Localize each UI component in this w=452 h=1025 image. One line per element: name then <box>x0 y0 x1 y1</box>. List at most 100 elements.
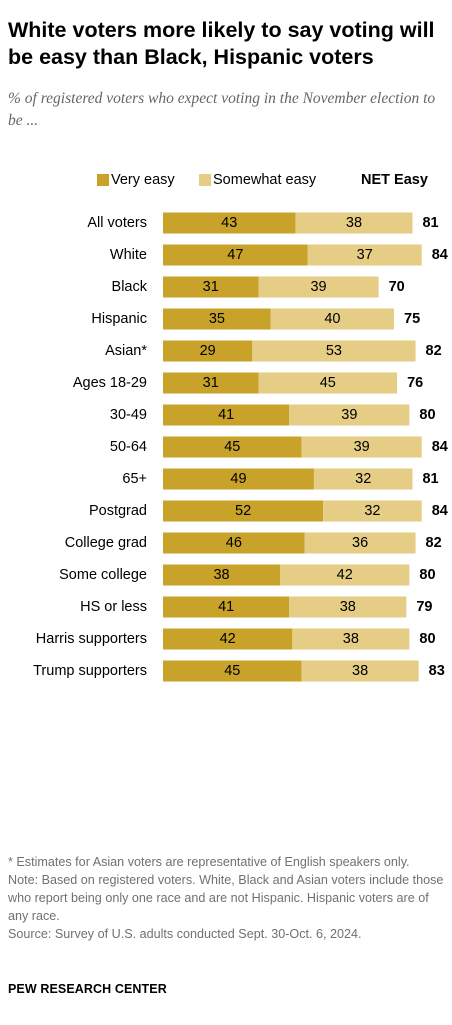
data-label-net-easy: 80 <box>419 631 435 647</box>
legend-label-net-easy: NET Easy <box>361 172 428 188</box>
bar-somewhat-easy <box>323 500 422 522</box>
category-label: Hispanic <box>91 311 147 327</box>
data-label-somewhat-easy: 53 <box>326 343 342 359</box>
data-label-net-easy: 84 <box>432 439 448 455</box>
data-label-very-easy: 38 <box>213 567 229 583</box>
data-label-somewhat-easy: 32 <box>364 503 380 519</box>
bar-somewhat-easy <box>307 244 422 266</box>
data-label-net-easy: 75 <box>404 311 420 327</box>
bar-very-easy <box>163 212 296 234</box>
category-label: Some college <box>59 567 147 583</box>
legend-label-somewhat-easy: Somewhat easy <box>213 172 317 188</box>
data-label-very-easy: 43 <box>221 215 237 231</box>
category-label: College grad <box>65 535 147 551</box>
category-label: Harris supporters <box>36 631 147 647</box>
bar-somewhat-easy <box>292 628 410 650</box>
chart-subtitle: % of registered voters who expect voting… <box>8 90 436 129</box>
data-label-somewhat-easy: 36 <box>352 535 368 551</box>
bar-very-easy <box>163 532 305 554</box>
data-label-net-easy: 81 <box>422 471 438 487</box>
bar-very-easy <box>163 660 302 682</box>
chart-title: White voters more likely to say voting w… <box>8 18 435 69</box>
category-label: Postgrad <box>89 503 147 519</box>
bar-somewhat-easy <box>304 532 416 554</box>
category-label: White <box>110 247 147 263</box>
data-label-somewhat-easy: 37 <box>357 247 373 263</box>
bar-somewhat-easy <box>301 436 422 458</box>
data-label-net-easy: 79 <box>416 599 432 615</box>
chart-notes: * Estimates for Asian voters are represe… <box>8 853 448 943</box>
bar-somewhat-easy <box>280 564 410 586</box>
bar-very-easy <box>163 596 290 618</box>
data-label-somewhat-easy: 40 <box>324 311 340 327</box>
asian-footnote: * Estimates for Asian voters are represe… <box>8 855 410 869</box>
category-label: Black <box>112 279 148 295</box>
bar-very-easy <box>163 564 281 586</box>
data-label-net-easy: 80 <box>419 407 435 423</box>
bar-very-easy <box>163 340 253 362</box>
legend-swatch-somewhat-easy <box>199 174 211 186</box>
data-label-very-easy: 41 <box>218 407 234 423</box>
bar-very-easy <box>163 468 314 490</box>
category-label: Asian* <box>105 343 147 359</box>
category-label: Ages 18-29 <box>73 375 147 391</box>
methodology-note: Note: Based on registered voters. White,… <box>8 873 444 923</box>
data-label-somewhat-easy: 32 <box>355 471 371 487</box>
data-label-net-easy: 83 <box>429 663 445 679</box>
data-label-net-easy: 70 <box>389 279 405 295</box>
category-label: Trump supporters <box>33 663 147 679</box>
data-label-somewhat-easy: 39 <box>310 279 326 295</box>
stacked-bar-chart: Very easy Somewhat easy NET Easy All voters… <box>33 172 448 682</box>
category-label: 50-64 <box>110 439 147 455</box>
data-label-net-easy: 84 <box>432 247 448 263</box>
data-label-net-easy: 76 <box>407 375 423 391</box>
data-label-somewhat-easy: 39 <box>341 407 357 423</box>
bar-very-easy <box>163 308 271 330</box>
bar-very-easy <box>163 500 324 522</box>
data-label-somewhat-easy: 38 <box>346 215 362 231</box>
data-label-net-easy: 81 <box>422 215 438 231</box>
bar-somewhat-easy <box>289 404 410 426</box>
bar-somewhat-easy <box>258 372 398 394</box>
data-label-net-easy: 82 <box>426 343 442 359</box>
bar-somewhat-easy <box>313 468 413 490</box>
source-organization: PEW RESEARCH CENTER <box>8 982 167 996</box>
data-label-very-easy: 29 <box>200 343 216 359</box>
data-label-somewhat-easy: 42 <box>337 567 353 583</box>
legend-swatch-very-easy <box>97 174 109 186</box>
data-label-very-easy: 52 <box>235 503 251 519</box>
bar-very-easy <box>163 436 302 458</box>
data-label-very-easy: 42 <box>220 631 236 647</box>
data-label-somewhat-easy: 38 <box>352 663 368 679</box>
bar-somewhat-easy <box>252 340 416 362</box>
data-label-somewhat-easy: 38 <box>340 599 356 615</box>
bar-somewhat-easy <box>258 276 379 298</box>
data-label-somewhat-easy: 45 <box>320 375 336 391</box>
legend-label-very-easy: Very easy <box>111 172 175 188</box>
data-label-very-easy: 31 <box>203 279 219 295</box>
data-label-very-easy: 45 <box>224 663 240 679</box>
data-label-net-easy: 84 <box>432 503 448 519</box>
bar-very-easy <box>163 244 308 266</box>
data-label-very-easy: 45 <box>224 439 240 455</box>
bar-very-easy <box>163 372 259 394</box>
bar-very-easy <box>163 276 259 298</box>
data-label-very-easy: 41 <box>218 599 234 615</box>
data-label-net-easy: 82 <box>426 535 442 551</box>
data-label-very-easy: 49 <box>230 471 246 487</box>
bar-somewhat-easy <box>270 308 394 330</box>
category-label: 65+ <box>122 471 147 487</box>
data-label-very-easy: 35 <box>209 311 225 327</box>
bar-very-easy <box>163 404 290 426</box>
bar-somewhat-easy <box>301 660 419 682</box>
bar-somewhat-easy <box>295 212 413 234</box>
data-label-very-easy: 47 <box>227 247 243 263</box>
bar-very-easy <box>163 628 293 650</box>
category-label: 30-49 <box>110 407 147 423</box>
category-label: All voters <box>87 215 147 231</box>
data-label-somewhat-easy: 38 <box>343 631 359 647</box>
data-label-very-easy: 46 <box>226 535 242 551</box>
source-note: Source: Survey of U.S. adults conducted … <box>8 927 362 941</box>
data-label-net-easy: 80 <box>419 567 435 583</box>
category-label: HS or less <box>80 599 147 615</box>
